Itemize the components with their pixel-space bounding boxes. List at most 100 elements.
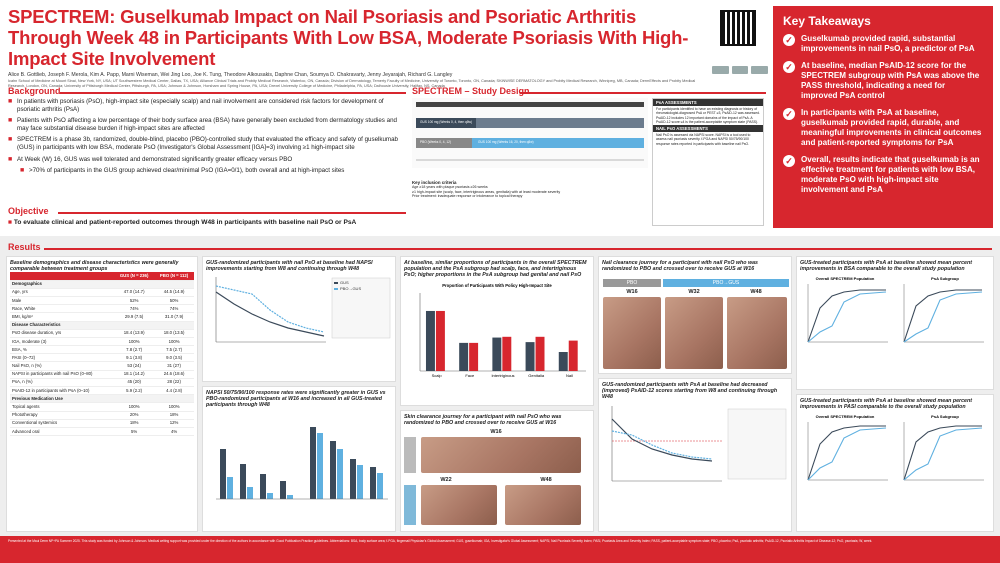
pasi-line-chart: Overall SPECTREM Population PsA Subgroup [807, 414, 984, 481]
bsa-right-title: PsA Subgroup [931, 276, 959, 281]
psaid-panel: GUS-randomized participants with PsA at … [598, 378, 792, 532]
sponsor-logos [712, 66, 769, 76]
nail-photo-w16 [603, 297, 661, 369]
row-label: PsA, n (%) [10, 378, 115, 388]
panel-heading: GUS-randomized participants with nail Ps… [206, 260, 373, 273]
row-label: Advanced oral [10, 427, 115, 437]
nail-photo-w48 [727, 297, 787, 369]
row-label: Nail PsO, n (%) [10, 361, 115, 371]
panel-heading: Skin clearance journey for a participant… [404, 414, 562, 427]
panel-heading: Baseline demographics and disease charac… [10, 260, 179, 273]
check-icon: ✓ [783, 34, 795, 46]
table-row: Age, yrs 47.0 (14.7) 44.5 (14.9) [10, 288, 194, 297]
bar-genitalia-psa [535, 336, 545, 371]
baseline-table-panel: Baseline demographics and disease charac… [6, 256, 198, 532]
week-label: W48 [540, 477, 552, 483]
gus-value: 100% [114, 337, 155, 347]
row-label: BMI, kg/m² [10, 312, 115, 322]
crossover-arm-label: GUS 100 mg (Weeks 16, 20, then q8w) [478, 140, 534, 144]
row-label: Demographics [10, 280, 115, 289]
divider [520, 92, 766, 94]
objective-heading: Objective [8, 206, 49, 216]
row-label: Conventional systemics [10, 419, 115, 428]
check-icon: ✓ [783, 108, 795, 120]
row-label: Race, White [10, 304, 115, 314]
objective-section: Objective ■ To evaluate clinical and pat… [8, 206, 406, 226]
bsa-panel: GUS-treated participants with PsA at bas… [796, 256, 994, 390]
row-label: Age, yrs [10, 288, 115, 297]
table-row: Previous Medication Use [10, 394, 194, 404]
takeaway-item: ✓ At baseline, median PsAID-12 score for … [783, 61, 983, 101]
gus-value: 45 (20) [114, 378, 155, 388]
napsi-response-chart [216, 426, 388, 499]
pbo-value: 24.6 (18.6) [154, 370, 194, 379]
results-heading: Results [8, 242, 41, 252]
study-design-diagram: GUS 100 mg (Weeks 0, 4, then q8w) PBO (W… [412, 98, 648, 206]
gus-arm-label: GUS 100 mg (Weeks 0, 4, then q8w) [420, 120, 473, 124]
week-label: W16 [626, 289, 638, 295]
bar-scalp-psa [435, 310, 445, 371]
week-label: W48 [750, 289, 762, 295]
takeaway-item: ✓ In participants with PsA at baseline, g… [783, 108, 983, 148]
bar-scalp-overall [425, 310, 435, 371]
baseline-sites-panel: At baseline, similar proportions of part… [400, 256, 594, 406]
gus-value: 5% [114, 427, 155, 437]
napsi-panel: GUS-randomized participants with nail Ps… [202, 256, 396, 382]
pbo-value: 4.4 (2.8) [154, 386, 194, 396]
row-label: PsO disease duration, yrs [10, 329, 115, 338]
skin-photo-panel: Skin clearance journey for a participant… [400, 410, 594, 532]
baseline-table: GUS (N = 236) PBO (N = 112) Demographics Ag… [10, 272, 194, 437]
pbo-value: 100% [154, 402, 194, 412]
tick-label: Intertriginous [491, 373, 514, 378]
check-icon: ✓ [783, 61, 795, 73]
baseline-sites-chart: Proportion of Participants With Policy H… [419, 283, 586, 378]
pbo-value: 50% [154, 296, 194, 306]
psaid-line-chart [611, 405, 787, 481]
pasi-right-title: PsA Subgroup [931, 414, 959, 419]
pbo-value: 74% [154, 304, 194, 314]
legend-pbo: PBO→GUS [340, 286, 361, 291]
background-bullet: ■ In patients with psoriasis (PsO), high-… [8, 98, 384, 113]
author-list: Alice B. Gottlieb, Joseph F. Merola, Kim… [8, 72, 453, 78]
napsi-line-chart: GUS PBO→GUS [215, 277, 391, 343]
pbo-arm-label: PBO (Weeks 0, 4, 12) [420, 140, 451, 144]
results-section: Results Baseline demographics and diseas… [0, 236, 1000, 536]
gus-value: 5.9 (2.2) [114, 386, 155, 396]
table-row: Topical agents 100% 100% [10, 402, 194, 412]
table-row: Conventional systemics 18% 12% [10, 419, 194, 428]
background-heading: Background [8, 86, 61, 96]
pbo-value: 18% [154, 411, 194, 420]
gus-value: 18% [114, 419, 155, 428]
row-label: IGA, moderate (3) [10, 337, 115, 347]
pbo-value: 4% [154, 427, 194, 437]
panel-heading: GUS-treated participants with PsA at bas… [800, 260, 972, 273]
background-sub-bullet: ■ >70% of participants in the GUS group a… [20, 167, 345, 175]
bsa-line-chart: Overall SPECTREM Population PsA Subgroup [807, 276, 984, 343]
gus-value: 7.8 (2.7) [114, 345, 155, 355]
table-row: Male 52% 50% [10, 296, 194, 306]
key-takeaways-title: Key Takeaways [783, 14, 871, 28]
qr-code-icon[interactable] [720, 10, 756, 46]
pasi-panel: GUS-treated participants with PsA at bas… [796, 394, 994, 532]
table-row: PASI (0–72) 9.1 (3.8) 9.0 (3.5) [10, 353, 194, 363]
tick-label: Scalp [432, 373, 443, 378]
row-label: Topical agents [10, 402, 115, 412]
skin-photo-w16 [421, 437, 581, 473]
nail-assessments-head: NAIL PsO ASSESSMENTS [653, 125, 763, 133]
table-row: IGA, moderate (3) 100% 100% [10, 337, 194, 347]
pbo-value: 44.5 (14.9) [154, 288, 194, 297]
objective-text: ■ To evaluate clinical and patient-repor… [8, 219, 357, 226]
gus-value: 18.1 (14.2) [114, 370, 155, 379]
gus-value: 18.4 (13.9) [114, 329, 155, 338]
table-row: Nail PsO, n (%) 53 (24) 31 (27) [10, 361, 194, 371]
week-label: W16 [490, 429, 502, 435]
pbo-value [154, 394, 194, 404]
table-row: BMI, kg/m² 29.9 (7.5) 31.0 (7.9) [10, 312, 194, 322]
divider [44, 248, 992, 250]
bar-nail-psa [568, 340, 578, 371]
bsa-left-title: Overall SPECTREM Population [816, 276, 875, 281]
takeaway-text: In participants with PsA at baseline, gu… [801, 108, 982, 147]
divider [60, 92, 406, 94]
divider [58, 212, 406, 214]
gus-value: 29.9 (7.5) [114, 312, 155, 322]
